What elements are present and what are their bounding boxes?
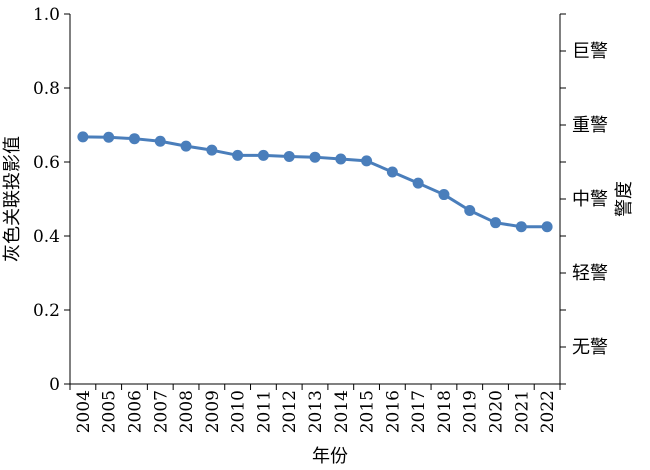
warning-level-label: 重警 bbox=[572, 115, 608, 136]
warning-level-label: 轻警 bbox=[572, 263, 608, 284]
x-tick-label: 2020 bbox=[487, 390, 507, 433]
data-point bbox=[77, 131, 89, 143]
x-tick-label: 2005 bbox=[100, 390, 120, 433]
warning-level-label: 巨警 bbox=[572, 41, 608, 62]
data-point bbox=[206, 144, 218, 156]
x-tick-label: 2015 bbox=[358, 390, 378, 433]
data-point bbox=[386, 166, 398, 178]
data-point bbox=[335, 153, 347, 165]
y-ticks: 0 0.2 0.4 0.6 0.8 1.0 bbox=[33, 5, 566, 395]
x-tick-label: 2016 bbox=[383, 390, 403, 433]
data-point bbox=[257, 149, 269, 161]
data-point bbox=[412, 177, 424, 189]
data-point bbox=[154, 135, 166, 147]
x-tick-label: 2006 bbox=[125, 390, 145, 433]
x-axis-title: 年份 bbox=[312, 446, 348, 467]
x-tick-label: 2014 bbox=[332, 390, 352, 433]
data-point bbox=[180, 140, 192, 152]
y2-axis-title: 警度 bbox=[614, 181, 635, 217]
y-tick-label: 0.6 bbox=[33, 153, 60, 173]
data-point bbox=[283, 150, 295, 162]
axes bbox=[69, 14, 561, 385]
data-point bbox=[515, 221, 527, 233]
y-tick-label: 1.0 bbox=[33, 5, 60, 25]
series-group bbox=[77, 131, 553, 233]
x-tick-label: 2009 bbox=[203, 390, 223, 433]
y-tick-label: 0.2 bbox=[33, 301, 60, 321]
x-tick-label: 2004 bbox=[74, 390, 94, 433]
x-tick-label: 2013 bbox=[306, 390, 326, 433]
x-tick-label: 2017 bbox=[409, 390, 429, 433]
x-tick-label: 2011 bbox=[254, 390, 274, 433]
x-tick-label: 2022 bbox=[538, 390, 558, 433]
y-tick-label: 0.4 bbox=[33, 227, 60, 247]
data-point bbox=[309, 151, 321, 163]
data-point bbox=[103, 131, 115, 143]
y-axis-title: 灰色关联投影值 bbox=[2, 136, 23, 262]
data-point bbox=[232, 149, 244, 161]
x-tick-label: 2021 bbox=[512, 390, 532, 433]
series-line bbox=[82, 135, 548, 229]
data-point bbox=[541, 221, 553, 233]
x-ticks: 2004 2005 2006 2007 2008 2009 2010 2011 2012 2013… bbox=[69, 384, 561, 433]
x-tick-label: 2019 bbox=[461, 390, 481, 433]
x-tick-label: 2018 bbox=[435, 390, 455, 433]
data-point bbox=[128, 133, 140, 145]
data-point bbox=[490, 217, 502, 229]
x-tick-label: 2008 bbox=[177, 390, 197, 433]
warning-level-label: 中警 bbox=[572, 189, 608, 210]
warning-level-labels: 无警 轻警 中警 重警 巨警 bbox=[572, 41, 608, 358]
warning-level-label: 无警 bbox=[572, 337, 608, 358]
data-point bbox=[438, 189, 450, 201]
y-tick-label: 0 bbox=[49, 375, 60, 395]
x-tick-label: 2010 bbox=[229, 390, 249, 433]
data-point bbox=[464, 204, 476, 216]
x-tick-label: 2007 bbox=[151, 390, 171, 433]
data-point bbox=[361, 155, 373, 167]
y-tick-label: 0.8 bbox=[33, 79, 60, 99]
x-tick-label: 2012 bbox=[280, 390, 300, 433]
